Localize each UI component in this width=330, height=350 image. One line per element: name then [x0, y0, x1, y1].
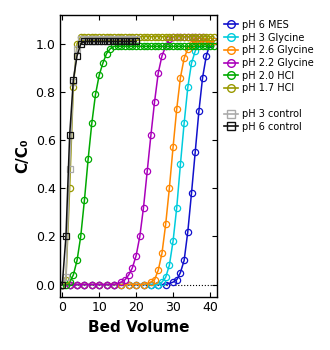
Legend: pH 6 MES, pH 3 Glycine, pH 2.6 Glycine, pH 2.2 Glycine, pH 2.0 HCl, pH 1.7 HCl, : pH 6 MES, pH 3 Glycine, pH 2.6 Glycine, …: [224, 20, 314, 132]
Y-axis label: C/C₀: C/C₀: [15, 139, 30, 173]
X-axis label: Bed Volume: Bed Volume: [88, 320, 190, 335]
